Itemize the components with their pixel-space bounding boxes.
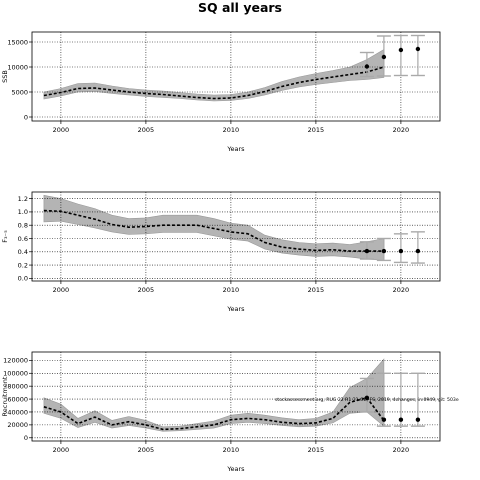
y-tick-label: 0 (24, 434, 28, 442)
estimate-line (43, 396, 385, 431)
y-tick-label: 20000 (7, 421, 28, 429)
x-tick-label: 2000 (53, 126, 70, 134)
x-axis-label: Years (226, 145, 245, 153)
x-tick-label: 2020 (393, 446, 410, 454)
estimate-line (43, 66, 385, 100)
x-tick-label: 2005 (138, 446, 155, 454)
x-tick-label: 2015 (308, 286, 325, 294)
estimate-line (43, 209, 384, 252)
projection-point (364, 248, 370, 254)
projection-point (415, 417, 421, 422)
y-tick-label: 60000 (7, 395, 28, 403)
x-axis-label: Years (226, 465, 245, 473)
x-tick-label: 2010 (223, 286, 240, 294)
y-tick-label: 15000 (7, 38, 28, 46)
y-tick-label: 1.0 (18, 208, 28, 216)
axes-frame (31, 31, 441, 122)
chart-panel-3: 2000 2005 2010 2015 2020 0 20000 40000 60000 8000… (1, 351, 459, 473)
x-tick-label: 2020 (393, 126, 410, 134)
y-tick-label: 0.0 (18, 275, 28, 283)
x-tick-label: 2010 (223, 446, 240, 454)
projection-point (398, 417, 404, 422)
y-tick-label: 0.8 (18, 222, 28, 230)
projection-point (364, 64, 370, 69)
axes-frame (31, 351, 441, 442)
x-tick-label: 2000 (53, 446, 70, 454)
y-tick-label: 0.4 (18, 248, 28, 256)
projection-point (398, 248, 404, 254)
y-tick-label: 10000 (7, 63, 28, 71)
axes-frame (31, 191, 441, 282)
x-tick-label: 2005 (138, 286, 155, 294)
y-tick-label: 1.2 (18, 195, 28, 203)
x-tick-label: 2020 (393, 286, 410, 294)
y-tick-label: 100000 (3, 370, 28, 378)
y-tick-label: 0.2 (18, 261, 28, 269)
y-axis-label: F₃₋₅ (1, 230, 9, 243)
x-axis-label: Years (226, 305, 245, 313)
projection-point (415, 248, 421, 254)
y-tick-label: 40000 (7, 408, 28, 416)
projection-point (381, 54, 387, 60)
y-axis-label: SSB (1, 70, 9, 83)
y-tick-label: 0 (24, 113, 28, 121)
projection-point (381, 248, 387, 254)
chart-panel-2: 2000 2005 2010 2015 2020 0.0 0.2 0.4 0.6 0.8 1.0 1.… (1, 191, 441, 313)
x-tick-label: 2015 (308, 126, 325, 134)
y-tick-label: 120000 (3, 357, 28, 365)
y-tick-label: 80000 (7, 382, 28, 390)
y-tick-label: 0.6 (18, 235, 28, 243)
page-title: SQ all years (197, 0, 282, 15)
projection-point (364, 395, 370, 400)
projection-point (398, 47, 404, 53)
x-tick-label: 2000 (53, 286, 70, 294)
stamp-annotation: stockassessment.org, RUG 22 R1 21 GB, FS… (275, 397, 459, 403)
projection-point (415, 46, 421, 52)
x-tick-label: 2005 (138, 126, 155, 134)
x-tick-label: 2015 (308, 446, 325, 454)
y-axis-label: Recruitment (1, 376, 9, 416)
chart-panel-1: 2000 2005 2010 2015 2020 0 5000 10000 15000 Years… (1, 31, 441, 153)
projection-point (381, 417, 387, 422)
x-tick-label: 2010 (223, 126, 240, 134)
y-tick-label: 5000 (11, 88, 28, 96)
